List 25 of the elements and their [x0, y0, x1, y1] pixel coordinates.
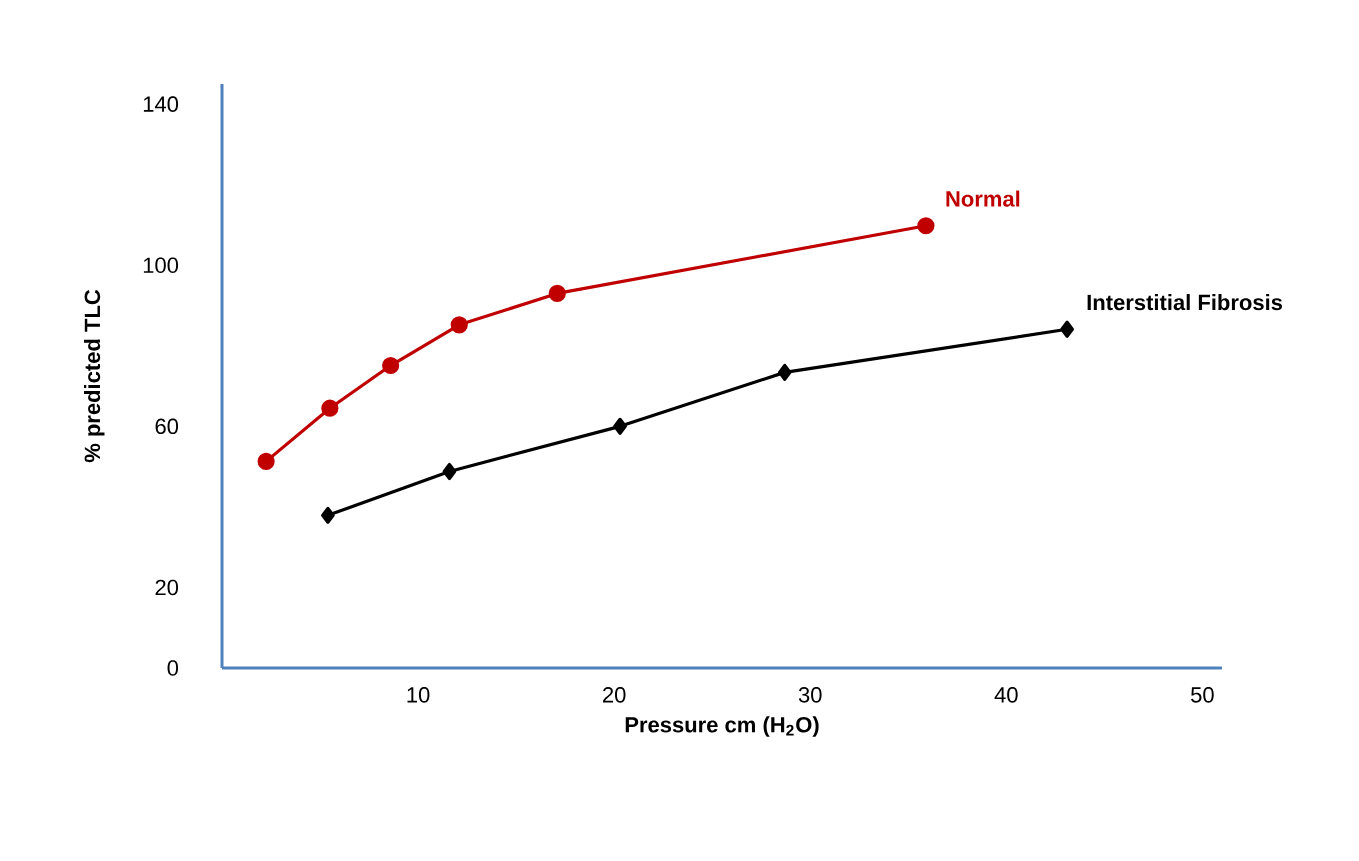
point — [321, 506, 335, 524]
y-tick-label: 20 — [155, 579, 179, 596]
y-axis-title: % predicted TLC — [84, 289, 105, 463]
series-label: Interstitial Fibrosis — [1087, 294, 1283, 311]
y-tick-label: 60 — [155, 418, 179, 435]
point — [257, 452, 275, 470]
point — [321, 399, 339, 417]
y-tick-label: 100 — [143, 257, 179, 274]
x-tick-label: 50 — [1191, 687, 1214, 703]
point — [450, 316, 468, 334]
y-tick-label: 140 — [143, 96, 179, 112]
point — [777, 363, 792, 381]
point — [548, 284, 566, 303]
series-label: Normal — [946, 190, 1020, 207]
point — [382, 356, 400, 375]
point — [613, 417, 627, 435]
x-tick-label: 30 — [798, 687, 822, 703]
x-axis-title: Pressure cm (H$_{2}$O) — [625, 716, 819, 737]
x-tick-label: 40 — [994, 687, 1018, 703]
point — [917, 217, 935, 235]
point — [1060, 320, 1074, 338]
y-tick-label: 0 — [167, 660, 179, 676]
x-tick-label: 10 — [407, 687, 430, 703]
point — [442, 462, 457, 481]
x-tick-label: 20 — [603, 687, 626, 703]
